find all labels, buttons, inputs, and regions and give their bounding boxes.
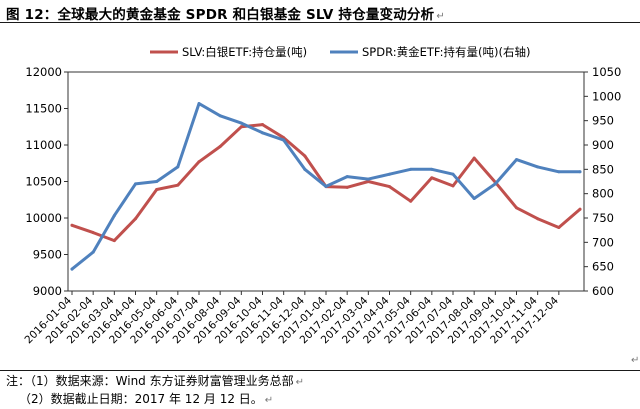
x-axis: 2016-01-042016-02-042016-03-042016-04-04… xyxy=(22,291,561,346)
y-right-tick-label: 750 xyxy=(592,211,614,225)
data-point-slv xyxy=(176,183,180,187)
y-right-tick-label: 1050 xyxy=(592,65,621,79)
data-point-spdr xyxy=(409,167,413,171)
data-point-slv xyxy=(536,217,540,221)
data-point-spdr xyxy=(388,172,391,176)
figure-paragraph-mark: ↵ xyxy=(631,355,640,366)
data-point-spdr xyxy=(155,180,159,183)
y-left-tick-label: 10000 xyxy=(25,211,62,225)
data-point-spdr xyxy=(430,167,434,171)
title-text: 图 12：全球最大的黄金基金 SPDR 和白银基金 SLV 持仓量变动分析 xyxy=(6,7,435,23)
data-point-spdr xyxy=(366,177,370,181)
data-point-slv xyxy=(409,199,413,203)
y-right-tick-label: 700 xyxy=(592,235,614,249)
y-right-tick-label: 800 xyxy=(592,187,614,201)
y-left-tick-label: 11000 xyxy=(25,138,62,152)
title-paragraph-mark: ↵ xyxy=(436,11,445,22)
legend-label-slv: SLV:白银ETF:持仓量(吨) xyxy=(182,45,307,59)
data-point-slv xyxy=(197,160,201,164)
y-right-tick-label: 850 xyxy=(592,162,614,176)
data-point-slv xyxy=(218,144,222,148)
data-point-slv xyxy=(155,188,159,192)
data-point-slv xyxy=(515,206,518,210)
data-point-spdr xyxy=(578,170,582,174)
data-point-spdr xyxy=(282,138,286,142)
data-point-slv xyxy=(345,185,349,189)
data-point-slv xyxy=(472,156,476,160)
y-left-tick-label: 12000 xyxy=(25,65,62,79)
series-lines xyxy=(70,102,582,271)
data-point-spdr xyxy=(451,172,455,176)
data-point-spdr xyxy=(112,214,116,218)
y-axis-left: 9000 9500 10000 10500 11000 11500 12000 xyxy=(25,65,68,298)
data-point-slv xyxy=(557,225,561,229)
data-point-spdr xyxy=(239,121,243,125)
y-left-tick-label: 11500 xyxy=(25,102,62,116)
data-point-spdr xyxy=(134,182,137,186)
data-point-spdr xyxy=(91,250,95,254)
note-cutoff-text: （2）数据截止日期：2017 年 12 月 12 日。 xyxy=(19,392,263,406)
y-left-tick-label: 10500 xyxy=(25,175,62,189)
data-point-slv xyxy=(70,223,74,227)
data-point-spdr xyxy=(515,158,518,162)
data-point-spdr xyxy=(345,175,349,179)
data-point-slv xyxy=(112,239,116,243)
notes: 注：（1）数据来源：Wind 东方证券财富管理业务总部 ↵ （2）数据截止日期：2… xyxy=(6,373,304,409)
data-point-slv xyxy=(430,176,434,180)
data-point-slv xyxy=(91,231,95,235)
note-mark-2: ↵ xyxy=(264,395,274,406)
data-point-slv xyxy=(388,185,391,189)
legend: SLV:白银ETF:持仓量(吨) SPDR:黄金ETF:持有量(吨)(右轴) xyxy=(150,45,530,59)
y-right-tick-label: 650 xyxy=(592,260,614,274)
data-point-spdr xyxy=(176,165,180,169)
data-point-spdr xyxy=(557,170,561,174)
data-point-spdr xyxy=(197,102,201,106)
data-point-spdr xyxy=(303,167,307,171)
data-point-slv xyxy=(451,184,455,188)
data-point-spdr xyxy=(218,114,222,118)
note-cutoff-date: （2）数据截止日期：2017 年 12 月 12 日。 ↵ xyxy=(6,391,304,409)
data-point-slv xyxy=(261,123,264,127)
note-mark: ↵ xyxy=(295,377,304,388)
data-point-slv xyxy=(239,125,243,129)
data-point-slv xyxy=(303,154,307,158)
data-point-slv xyxy=(578,207,582,211)
y-axis-right: 600 650 700 750 800 850 900 950 1000 1050 xyxy=(584,65,621,298)
data-point-spdr xyxy=(472,197,476,201)
data-point-spdr xyxy=(324,184,328,188)
legend-label-spdr: SPDR:黄金ETF:持有量(吨)(右轴) xyxy=(362,45,530,59)
data-point-spdr xyxy=(536,165,540,169)
bottom-rule xyxy=(0,370,640,371)
chart: 9000 9500 10000 10500 11000 11500 12000 600 650… xyxy=(22,45,621,346)
note-source-text: 注：（1）数据来源：Wind 东方证券财富管理业务总部 xyxy=(6,374,294,388)
page-title: 图 12：全球最大的黄金基金 SPDR 和白银基金 SLV 持仓量变动分析 ↵ xyxy=(6,3,445,23)
y-left-tick-label: 9000 xyxy=(33,284,62,298)
data-point-slv xyxy=(366,180,370,183)
y-right-tick-label: 600 xyxy=(592,284,614,298)
y-right-tick-label: 900 xyxy=(592,138,614,152)
data-point-spdr xyxy=(261,131,264,135)
title-rule xyxy=(0,22,640,23)
y-right-tick-label: 950 xyxy=(592,114,614,128)
y-left-tick-label: 9500 xyxy=(33,248,62,262)
data-point-spdr xyxy=(70,267,74,271)
note-source: 注：（1）数据来源：Wind 东方证券财富管理业务总部 ↵ xyxy=(6,373,304,391)
data-point-slv xyxy=(134,217,137,221)
y-right-tick-label: 1000 xyxy=(592,89,621,103)
title-bar: 图 12：全球最大的黄金基金 SPDR 和白银基金 SLV 持仓量变动分析 ↵ xyxy=(0,0,640,23)
data-point-spdr xyxy=(493,182,497,186)
